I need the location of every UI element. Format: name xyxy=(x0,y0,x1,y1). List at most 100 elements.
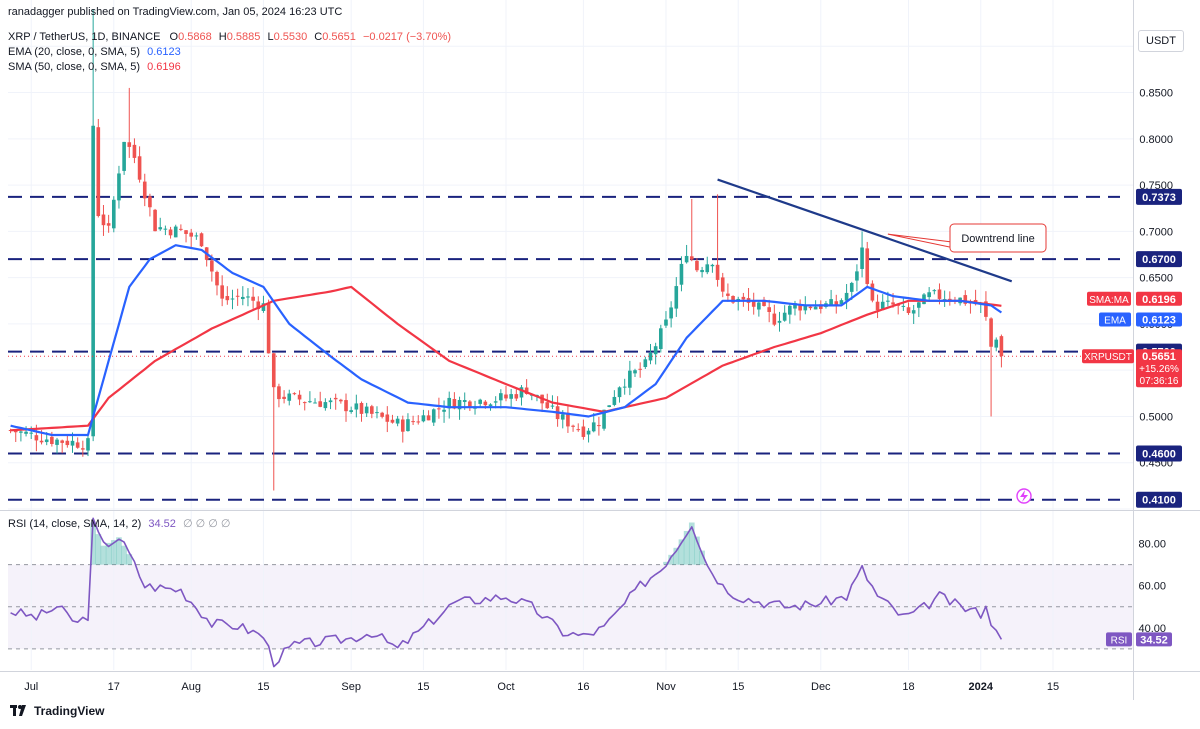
candle xyxy=(292,392,297,396)
sma-50-line xyxy=(10,285,1002,432)
candle xyxy=(210,254,214,282)
candle xyxy=(586,428,591,443)
candle-body xyxy=(106,223,111,226)
currency-unit-button[interactable]: USDT xyxy=(1138,30,1184,52)
candle xyxy=(989,317,993,417)
sma-legend[interactable]: SMA (50, close, 0, SMA, 5) 0.6196 xyxy=(8,61,181,73)
candle xyxy=(659,324,663,353)
candle xyxy=(328,397,333,410)
ema-label-tag-text: EMA xyxy=(1104,316,1126,327)
rsi-legend-label: RSI (14, close, SMA, 14, 2) xyxy=(8,518,142,530)
candle xyxy=(302,401,307,411)
candle xyxy=(669,301,673,328)
candle-body xyxy=(493,401,498,403)
candle-body xyxy=(865,248,870,284)
candle xyxy=(468,400,472,411)
sma-value-tag xyxy=(1136,291,1182,306)
ema-label-tag xyxy=(1099,312,1131,327)
candle-body xyxy=(762,299,766,306)
candle-body xyxy=(55,439,59,445)
candle-body xyxy=(653,346,658,355)
candle xyxy=(313,398,317,404)
candle-body xyxy=(478,399,482,404)
candle-body xyxy=(705,264,710,273)
last-price-tag xyxy=(1136,349,1182,388)
price-axis-tick-label: 0.8000 xyxy=(1139,134,1173,146)
candle xyxy=(349,406,353,414)
horizontal-level-tag xyxy=(1136,445,1182,462)
candle-body xyxy=(111,199,116,229)
candle xyxy=(137,146,142,183)
rsi-axis-tick-label: 40.00 xyxy=(1138,623,1166,635)
ema-20-line xyxy=(10,244,1003,437)
horizontal-level-tag-label: 0.4600 xyxy=(1142,448,1176,460)
downtrend-callout-box xyxy=(949,223,1047,253)
ema-legend[interactable]: EMA (20, close, 0, SMA, 5) 0.6123 xyxy=(8,46,181,58)
candle-body xyxy=(798,304,802,311)
candle xyxy=(111,196,116,233)
candle xyxy=(142,173,147,207)
candle xyxy=(168,226,173,239)
candle-body xyxy=(886,300,890,302)
candle xyxy=(354,394,359,418)
candle-body xyxy=(617,387,622,398)
time-axis-tick-label: 15 xyxy=(732,681,744,693)
candle xyxy=(277,383,281,408)
candle-body xyxy=(638,368,642,370)
candle xyxy=(375,406,379,419)
time-axis-tick-label: 15 xyxy=(257,681,269,693)
time-axis-tick-label: Aug xyxy=(181,681,201,693)
candle xyxy=(818,300,823,314)
candle-body xyxy=(855,271,859,281)
candle-body xyxy=(937,289,942,299)
candle-body xyxy=(669,307,673,319)
candle xyxy=(380,411,384,419)
candle xyxy=(922,293,926,305)
publisher-line: ranadagger published on TradingView.com,… xyxy=(8,6,342,18)
candle-body xyxy=(499,393,503,401)
candle xyxy=(282,390,286,404)
candle xyxy=(633,368,637,377)
time-gridlines xyxy=(30,0,1054,670)
candle xyxy=(308,391,312,404)
ohlc-legend: XRP / TetherUS, 1D, BINANCE O0.5868 H0.5… xyxy=(8,31,451,43)
rsi-legend[interactable]: RSI (14, close, SMA, 14, 2) 34.52 ∅ ∅ ∅ … xyxy=(8,517,230,530)
price-axis-tick-label: 0.7000 xyxy=(1139,226,1173,238)
candle-body xyxy=(385,414,390,422)
candle-body xyxy=(251,296,255,301)
candle-body xyxy=(571,425,575,427)
candle-body xyxy=(720,277,725,292)
candle xyxy=(679,256,684,292)
rsi-line xyxy=(10,517,1003,668)
candle-body xyxy=(591,422,596,432)
rsi-value-tag xyxy=(1136,632,1172,647)
rsi-legend-value: 34.52 xyxy=(148,518,176,530)
sma-legend-value: 0.6196 xyxy=(147,61,181,73)
candle-body xyxy=(462,400,467,402)
candle xyxy=(406,413,410,432)
candle xyxy=(705,256,710,275)
candle-body xyxy=(726,293,730,296)
candle-body xyxy=(519,387,524,398)
sma-label-tag-text: SMA:MA xyxy=(1089,295,1129,306)
candle-body xyxy=(189,232,194,237)
candle-body xyxy=(772,313,777,325)
close-label: C xyxy=(314,31,323,43)
candle-body xyxy=(220,285,224,299)
candle-body xyxy=(210,260,214,272)
candle-body xyxy=(194,235,199,237)
candle-body xyxy=(421,415,426,422)
candle xyxy=(689,198,694,262)
candle-body xyxy=(122,141,126,171)
candle xyxy=(875,294,880,319)
time-axis-tick-label: Dec xyxy=(811,681,831,693)
candle-body xyxy=(457,399,462,410)
candle-body xyxy=(963,295,968,304)
candle xyxy=(220,275,224,307)
candle-body xyxy=(700,269,704,273)
candle xyxy=(65,435,70,448)
candle-body xyxy=(313,402,317,404)
candle-body xyxy=(597,425,601,427)
